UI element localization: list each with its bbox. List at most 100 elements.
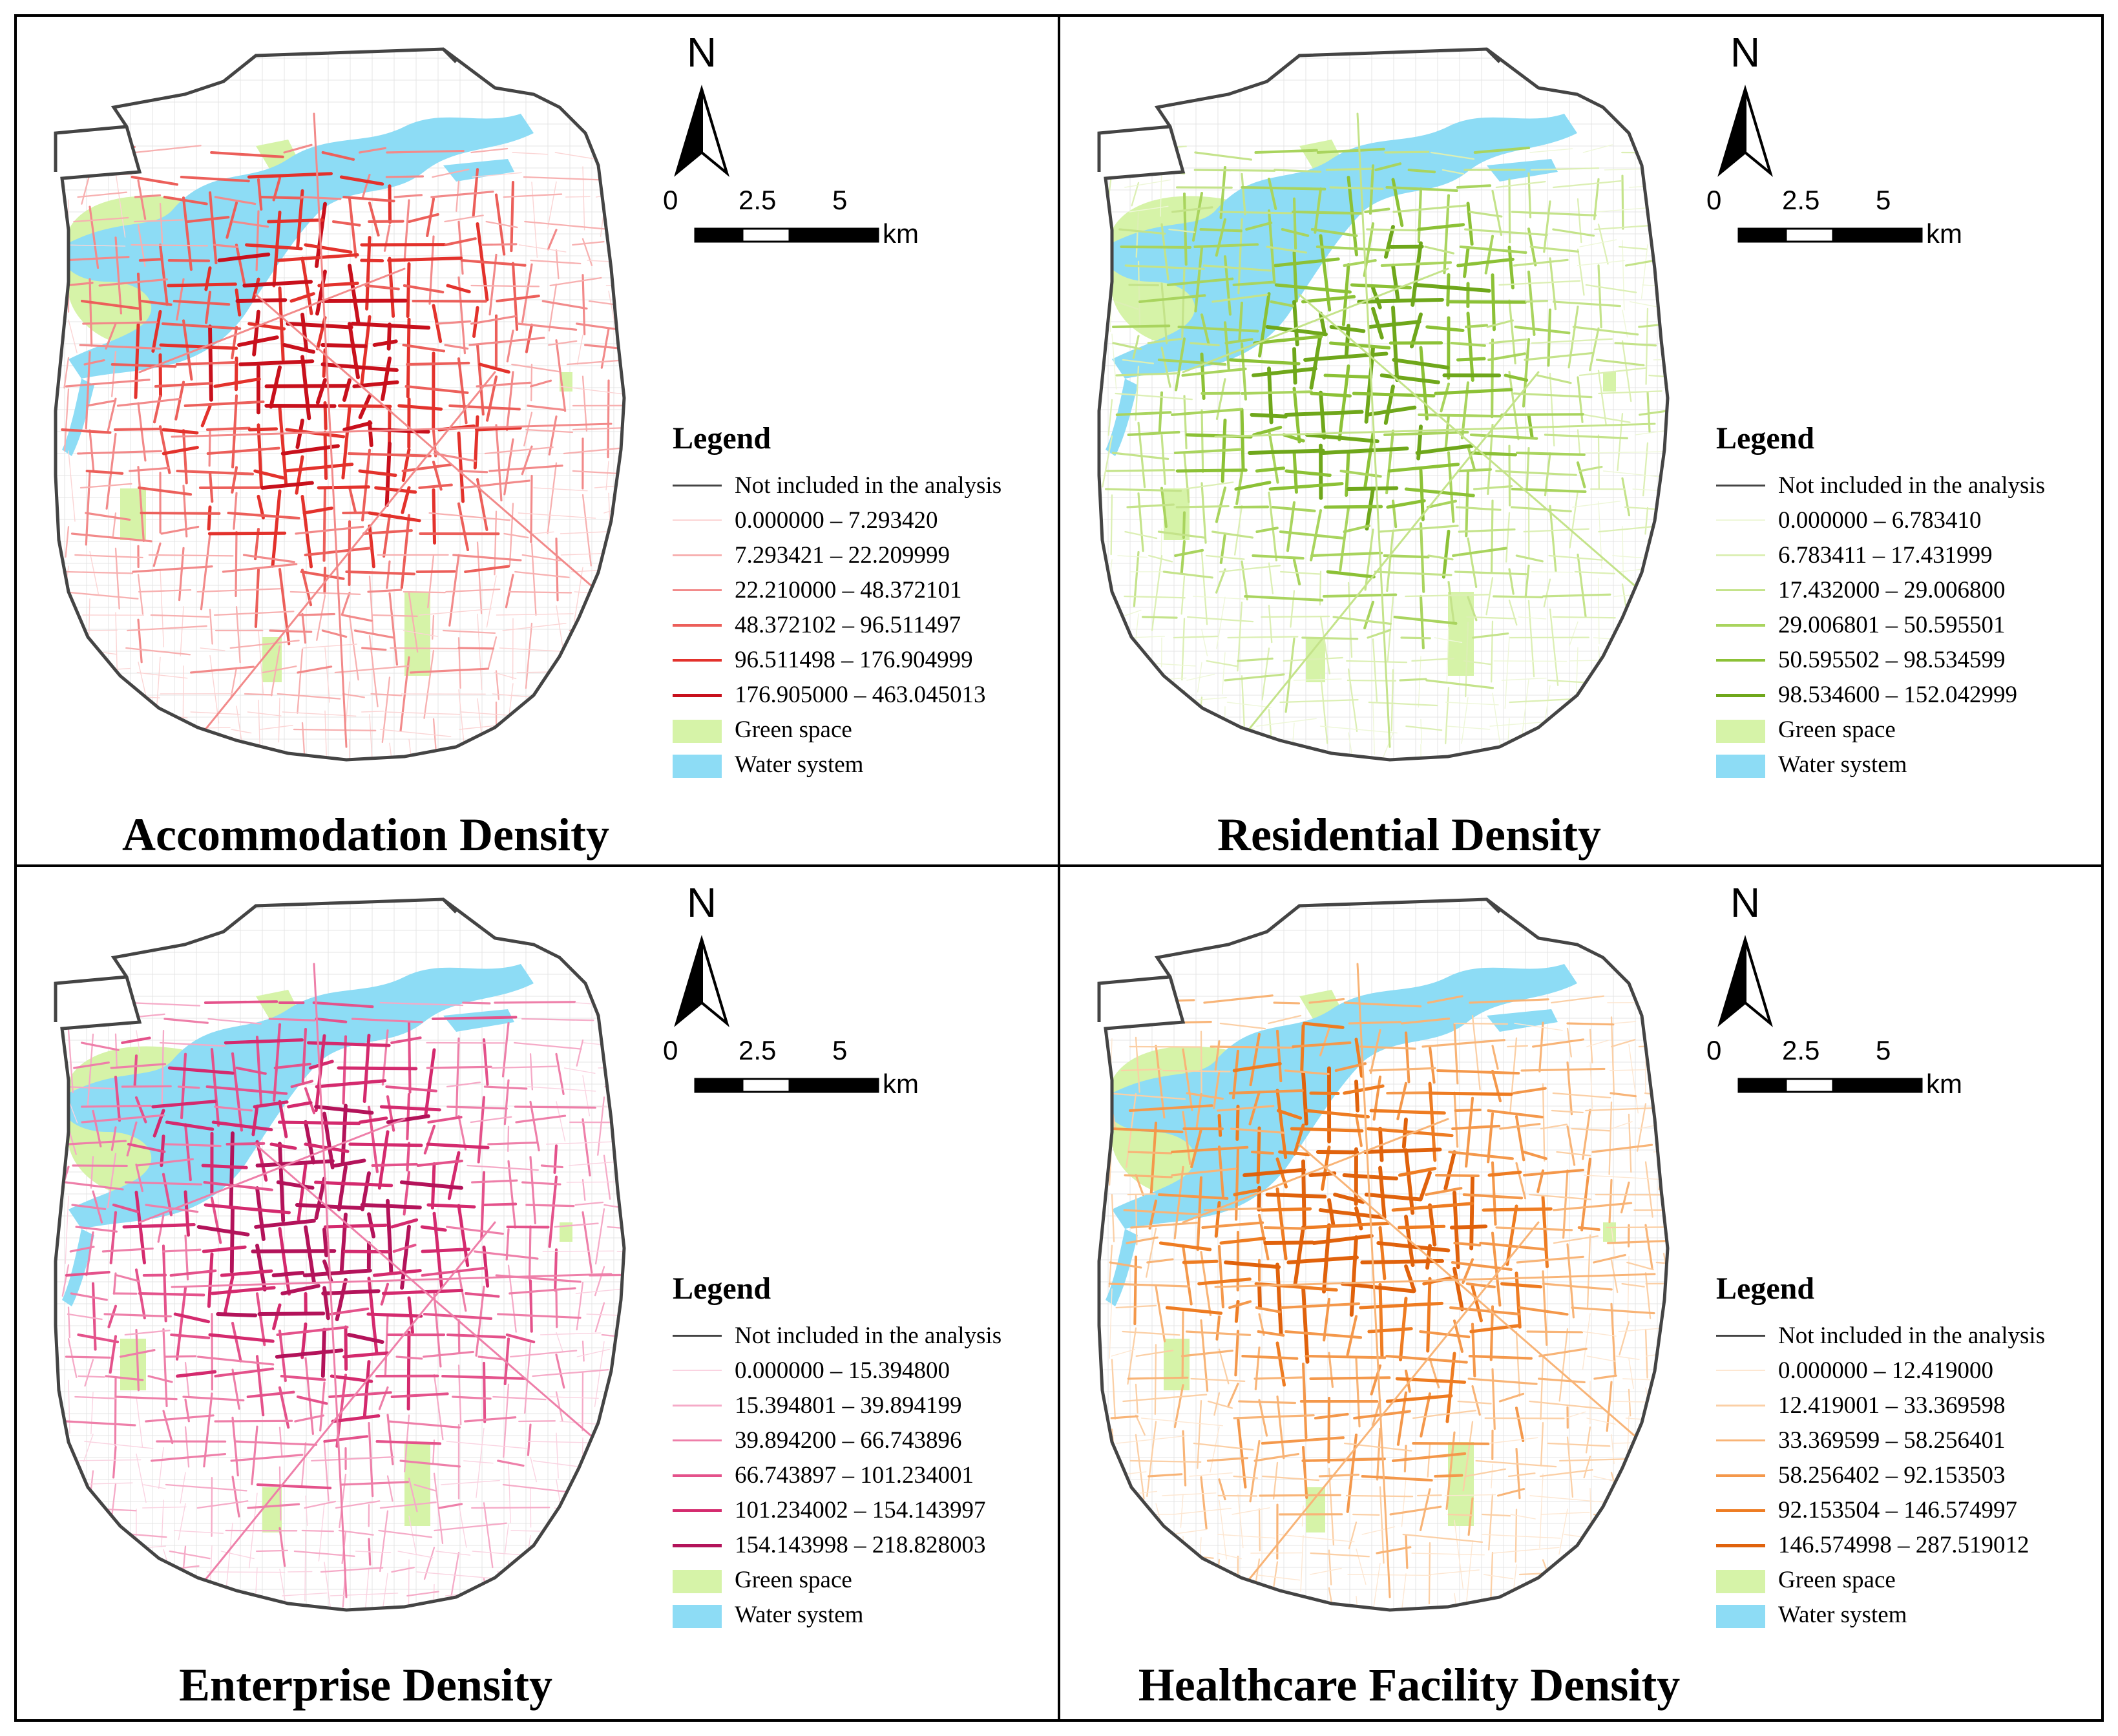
road-segment (90, 1392, 94, 1435)
road-segment (545, 1141, 622, 1145)
road-segment (1162, 1492, 1217, 1496)
road-segment (1418, 413, 1502, 418)
road-segment (1173, 635, 1219, 639)
road-segment (379, 729, 452, 737)
not-included-boundary (1097, 897, 1670, 1612)
road-segment (137, 179, 147, 220)
road-segment (1593, 1253, 1626, 1264)
water-system-swatch (673, 755, 722, 778)
road-segment (483, 1085, 528, 1090)
road-segment (77, 450, 163, 455)
road-segment (414, 1483, 437, 1492)
road-segment (213, 244, 238, 249)
road-segment (503, 532, 529, 539)
road-segment (135, 1164, 144, 1193)
scale-tick-label: 5 (832, 1035, 848, 1065)
road-segment (426, 1142, 490, 1149)
arterial-road (1233, 371, 1540, 748)
road-segment (1411, 1553, 1485, 1556)
panel-divider-vertical (1058, 14, 1060, 1722)
road-segment (85, 469, 124, 475)
road-segment (525, 1204, 575, 1208)
road-segment (1197, 1400, 1202, 1469)
road-segment (304, 1142, 350, 1153)
road-segment (138, 258, 162, 262)
road-segment (1473, 146, 1531, 154)
road-segment (1544, 434, 1628, 439)
road-segment (511, 262, 519, 331)
road-segment (1522, 1150, 1547, 1160)
road-segment (1114, 1567, 1182, 1575)
road-segment (332, 220, 361, 227)
road-segment (213, 611, 295, 616)
road-segment (506, 329, 514, 362)
road-segment (229, 1131, 235, 1208)
scale-tick-label: 0 (1706, 185, 1722, 215)
road-segment (162, 1248, 202, 1253)
class-line-symbol (1716, 1405, 1765, 1407)
road-segment (446, 1441, 527, 1449)
scale-bar: 0 2.5 5 km (663, 178, 921, 256)
road-segment (304, 1225, 316, 1284)
road-segment (1155, 1531, 1162, 1604)
road-segment (1491, 1463, 1493, 1489)
class-line-symbol (673, 1370, 722, 1371)
road-segment (444, 237, 477, 247)
road-segment (1556, 1151, 1591, 1156)
road-segment (1319, 311, 1326, 335)
road-segment (536, 709, 616, 713)
road-segment (64, 1085, 115, 1090)
road-segment (529, 695, 533, 726)
road-segment (314, 1180, 393, 1187)
road-segment (403, 199, 410, 262)
road-segment (196, 1500, 249, 1509)
road-segment (65, 526, 70, 558)
road-segment (1279, 698, 1359, 704)
road-segment (317, 485, 370, 490)
road-segment (468, 337, 545, 346)
road-segment (1374, 162, 1402, 172)
road-segment (602, 171, 624, 178)
road-network (1105, 963, 1668, 1610)
road-segment (432, 1016, 518, 1021)
road-segment (1582, 144, 1613, 153)
road-segment (177, 1085, 200, 1089)
scale-bar: 0 2.5 5 km (1706, 178, 1965, 256)
road-segment (1194, 246, 1204, 313)
road-segment (255, 1186, 266, 1241)
road-segment (203, 1392, 213, 1468)
road-segment (1334, 1062, 1367, 1072)
road-segment (432, 1584, 435, 1610)
road-segment (277, 1120, 361, 1125)
road-segment (200, 533, 211, 611)
road-segment (1471, 451, 1517, 457)
road-segment (408, 592, 419, 653)
road-segment (1449, 1306, 1521, 1315)
panel-enterprise: N 0 2.5 5 km Legend Not included in the analys… (17, 867, 1058, 1719)
road-segment (65, 570, 134, 574)
road-segment (554, 152, 600, 160)
road-segment (512, 152, 549, 155)
road-segment (206, 446, 280, 455)
road-segment (1457, 1400, 1492, 1405)
road-segment (1224, 673, 1285, 682)
road-segment (527, 404, 566, 412)
road-segment (75, 1226, 118, 1233)
road-segment (1201, 1221, 1264, 1229)
road-segment (1398, 1224, 1446, 1229)
road-segment (540, 1164, 563, 1169)
road-segment (339, 175, 384, 186)
road-segment (1108, 1282, 1190, 1288)
road-segment (1581, 1536, 1591, 1598)
road-segment (1636, 1103, 1647, 1152)
road-segment (1301, 295, 1356, 304)
road-segment (1540, 1124, 1568, 1130)
road-segment (529, 1279, 533, 1333)
road-segment (110, 1063, 167, 1069)
road-segment (471, 1179, 518, 1184)
road-segment (73, 216, 129, 223)
road-segment (420, 1225, 447, 1232)
road-segment (1135, 1414, 1146, 1436)
road-segment (1427, 1444, 1431, 1478)
road-segment (491, 1595, 558, 1602)
